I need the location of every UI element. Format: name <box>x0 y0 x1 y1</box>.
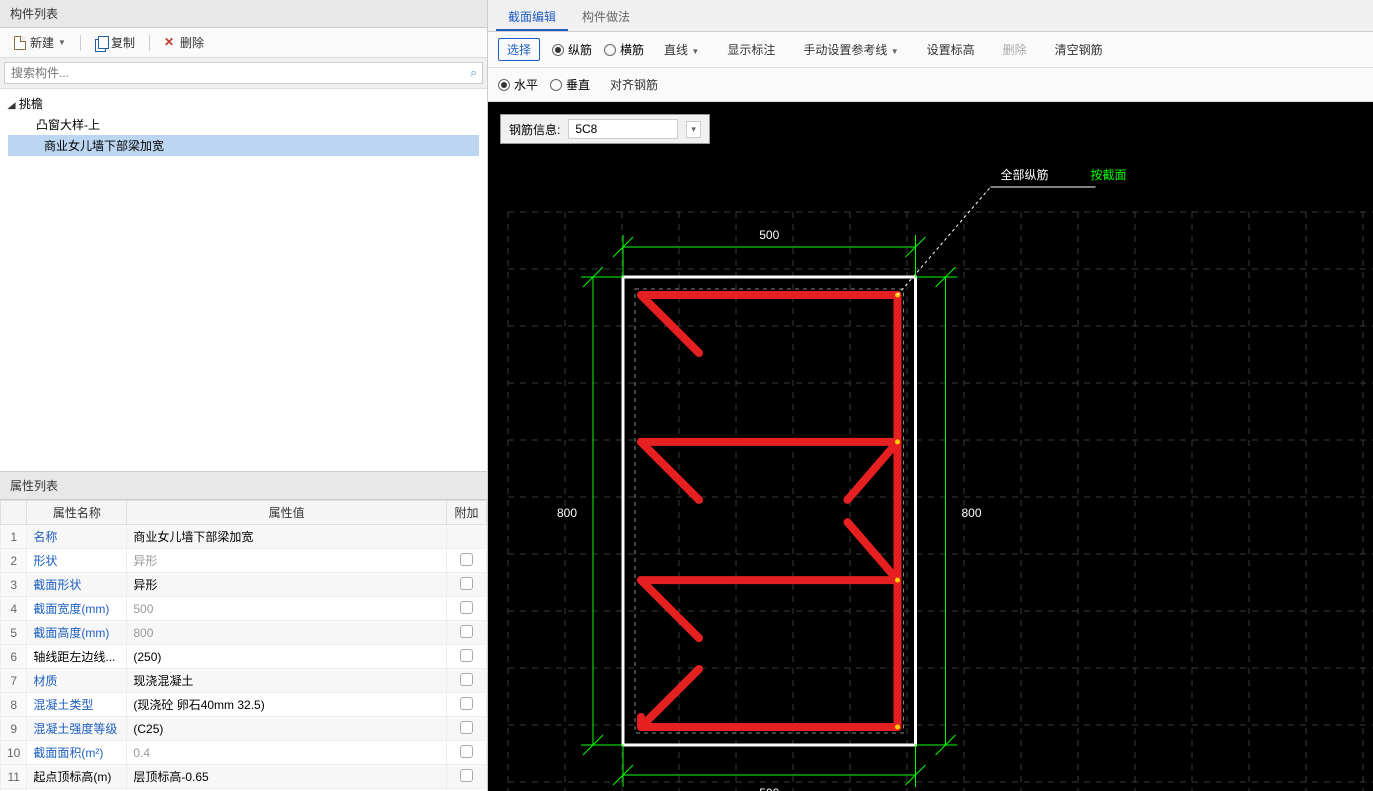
horizontal-radio[interactable]: 水平 <box>498 76 538 93</box>
svg-text:500: 500 <box>759 786 779 791</box>
col-value: 属性值 <box>127 501 447 525</box>
search-input[interactable] <box>4 62 483 84</box>
right-toolbar-1: 选择 纵筋 横筋 直线 ▼ 显示标注 手动设置参考线 ▼ 设置标高 删除 清空钢… <box>488 32 1373 68</box>
copy-icon <box>95 37 107 49</box>
rebar-info-label: 钢筋信息: <box>509 121 560 138</box>
svg-text:800: 800 <box>557 506 577 520</box>
right-tabs: 截面编辑 构件做法 <box>488 0 1373 32</box>
col-name: 属性名称 <box>27 501 127 525</box>
new-button[interactable]: 新建▼ <box>8 32 72 53</box>
prop-checkbox[interactable] <box>460 625 473 638</box>
select-button[interactable]: 选择 <box>498 38 540 61</box>
prop-row[interactable]: 2形状异形 <box>1 549 487 573</box>
col-extra: 附加 <box>447 501 487 525</box>
tab-section-edit[interactable]: 截面编辑 <box>496 4 568 31</box>
tree-item[interactable]: 凸窗大样-上 <box>8 114 479 135</box>
props-table: 属性名称 属性值 附加 1名称商业女儿墙下部梁加宽2形状异形3截面形状异形4截面… <box>0 500 487 791</box>
component-tree: 挑檐凸窗大样-上商业女儿墙下部梁加宽 <box>0 89 487 471</box>
search-icon[interactable]: ⌕ <box>470 66 477 81</box>
canvas-area[interactable]: 钢筋信息: ▾ 500 500 800 800 全部纵筋 按截面 <box>488 102 1373 791</box>
prop-checkbox[interactable] <box>460 745 473 758</box>
svg-text:800: 800 <box>961 506 981 520</box>
cross-rebar-radio[interactable]: 横筋 <box>604 41 644 58</box>
tab-method[interactable]: 构件做法 <box>570 4 642 31</box>
long-rebar-radio[interactable]: 纵筋 <box>552 41 592 58</box>
props-title: 属性列表 <box>0 472 487 500</box>
prop-row[interactable]: 6轴线距左边线...(250) <box>1 645 487 669</box>
prop-checkbox[interactable] <box>460 553 473 566</box>
tree-item[interactable]: 挑檐 <box>8 93 479 114</box>
prop-checkbox[interactable] <box>460 577 473 590</box>
prop-row[interactable]: 11起点顶标高(m)层顶标高-0.65 <box>1 765 487 789</box>
svg-text:按截面: 按截面 <box>1091 168 1127 182</box>
rebar-info-bar: 钢筋信息: ▾ <box>500 114 710 144</box>
delete-button[interactable]: 删除 <box>158 32 210 53</box>
copy-button[interactable]: 复制 <box>89 32 141 53</box>
right-toolbar-2: 水平 垂直 对齐钢筋 <box>488 68 1373 102</box>
new-icon <box>14 36 26 50</box>
prop-row[interactable]: 4截面宽度(mm)500 <box>1 597 487 621</box>
prop-checkbox[interactable] <box>460 601 473 614</box>
align-rebar-button[interactable]: 对齐钢筋 <box>602 74 666 95</box>
show-mark-button[interactable]: 显示标注 <box>719 39 783 60</box>
prop-row[interactable]: 3截面形状异形 <box>1 573 487 597</box>
chevron-down-icon: ▼ <box>58 38 66 47</box>
prop-row[interactable]: 1名称商业女儿墙下部梁加宽 <box>1 525 487 549</box>
delete-icon <box>164 37 176 49</box>
rebar-info-input[interactable] <box>568 119 678 139</box>
prop-row[interactable]: 9混凝土强度等级(C25) <box>1 717 487 741</box>
prop-checkbox[interactable] <box>460 769 473 782</box>
prop-checkbox[interactable] <box>460 649 473 662</box>
line-button[interactable]: 直线 ▼ <box>656 39 707 60</box>
rebar-info-dropdown[interactable]: ▾ <box>686 121 701 138</box>
section-canvas[interactable]: 500 500 800 800 全部纵筋 按截面 <box>488 102 1373 791</box>
prop-row[interactable]: 5截面高度(mm)800 <box>1 621 487 645</box>
delete-rebar-button[interactable]: 删除 <box>995 39 1035 60</box>
prop-row[interactable]: 7材质现浇混凝土 <box>1 669 487 693</box>
vertical-radio[interactable]: 垂直 <box>550 76 590 93</box>
component-toolbar: 新建▼ 复制 删除 <box>0 28 487 58</box>
component-list-title: 构件列表 <box>0 0 487 28</box>
prop-row[interactable]: 8混凝土类型(现浇砼 卵石40mm 32.5) <box>1 693 487 717</box>
prop-checkbox[interactable] <box>460 673 473 686</box>
tree-item[interactable]: 商业女儿墙下部梁加宽 <box>8 135 479 156</box>
prop-checkbox[interactable] <box>460 721 473 734</box>
prop-row[interactable]: 10截面面积(m²)0.4 <box>1 741 487 765</box>
set-elev-button[interactable]: 设置标高 <box>919 39 983 60</box>
clear-rebar-button[interactable]: 清空钢筋 <box>1047 39 1111 60</box>
svg-text:全部纵筋: 全部纵筋 <box>1001 167 1049 182</box>
prop-checkbox[interactable] <box>460 697 473 710</box>
manual-ref-button[interactable]: 手动设置参考线 ▼ <box>795 39 906 60</box>
svg-text:500: 500 <box>759 228 779 242</box>
